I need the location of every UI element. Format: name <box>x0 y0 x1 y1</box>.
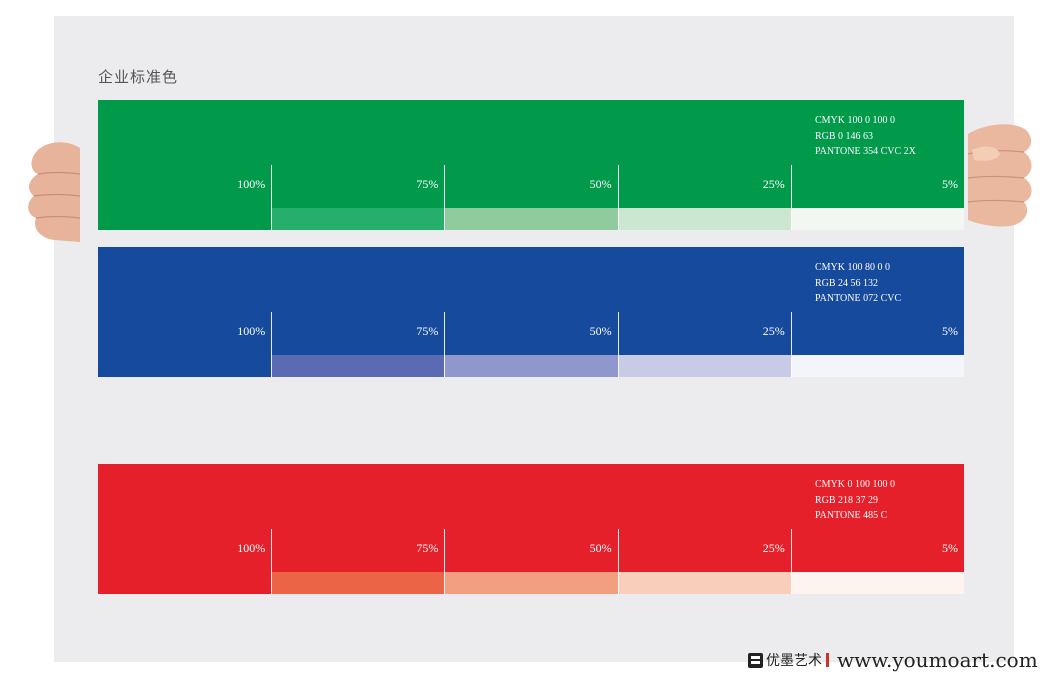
tint-swatch <box>444 208 618 230</box>
watermark: 优墨艺术 www.youmoart.com <box>748 648 1038 672</box>
palette-main-swatch <box>98 464 964 572</box>
tint-percent-label: 75% <box>416 324 439 338</box>
tint-percent-label: 25% <box>762 177 785 191</box>
color-spec-line: CMYK 100 80 0 0 <box>815 262 891 273</box>
color-spec-line: PANTONE 485 C <box>815 510 888 521</box>
tint-swatch <box>790 572 964 594</box>
color-spec-line: RGB 0 146 63 <box>815 130 874 142</box>
tint-percent-label: 50% <box>589 324 612 338</box>
tint-swatch <box>444 572 618 594</box>
tint-percent-label: 5% <box>942 541 958 555</box>
column-divider <box>271 529 273 594</box>
color-spec-text: CMYK 100 80 0 0 RGB 24 56 132 PANTONE 072 … <box>815 260 901 307</box>
column-divider <box>790 529 792 594</box>
tint-percent-label: 75% <box>416 177 439 191</box>
watermark-url: www.youmoart.com <box>837 648 1038 672</box>
column-divider <box>617 312 619 377</box>
tint-swatch <box>790 355 964 377</box>
palette-main-swatch <box>98 247 964 355</box>
tint-swatch <box>98 355 272 377</box>
color-spec-line: PANTONE 354 CVC 2X <box>815 146 916 157</box>
tint-strip <box>98 208 964 230</box>
tint-swatch <box>617 208 791 230</box>
tint-percent-label: 25% <box>762 324 785 338</box>
column-divider <box>617 529 619 594</box>
tint-strip <box>98 572 964 594</box>
page-heading: 企业标准色 <box>98 68 179 86</box>
color-spec-text: CMYK 100 0 100 0 RGB 0 146 63 PANTONE 354 … <box>815 113 916 160</box>
watermark-brand: 优墨艺术 <box>766 653 822 669</box>
color-spec-line: CMYK 100 0 100 0 <box>815 115 896 126</box>
column-divider <box>271 165 273 230</box>
tint-swatch <box>617 355 791 377</box>
tint-percent-label: 5% <box>942 324 958 338</box>
tint-percent-label: 75% <box>416 541 439 555</box>
palette-red: CMYK 0 100 100 0 RGB 218 37 29 PANTONE 485… <box>98 464 964 594</box>
right-hand-image <box>968 124 1032 227</box>
palette-green: CMYK 100 0 100 0 RGB 0 146 63 PANTONE 354 … <box>98 100 964 230</box>
tint-percent-label: 25% <box>762 541 785 555</box>
tint-percent-label: 50% <box>589 541 612 555</box>
tint-swatch <box>271 572 445 594</box>
tint-swatch <box>790 208 964 230</box>
column-divider <box>790 312 792 377</box>
watermark-logo-icon <box>748 652 763 668</box>
tint-swatch <box>98 572 272 594</box>
column-divider <box>444 529 446 594</box>
tint-percent-label: 100% <box>237 324 266 338</box>
tint-swatch <box>444 355 618 377</box>
color-spec-line: PANTONE 072 CVC <box>815 293 902 304</box>
tint-percent-label: 100% <box>237 541 266 555</box>
column-divider <box>617 165 619 230</box>
color-spec-line: RGB 218 37 29 <box>815 494 879 506</box>
tint-swatch <box>271 355 445 377</box>
watermark-seal-icon <box>826 653 829 667</box>
color-spec-text: CMYK 0 100 100 0 RGB 218 37 29 PANTONE 485… <box>815 477 895 524</box>
column-divider <box>790 165 792 230</box>
palette-blue: CMYK 100 80 0 0 RGB 24 56 132 PANTONE 072 … <box>98 247 964 377</box>
tint-percent-label: 5% <box>942 177 958 191</box>
tint-swatch <box>98 208 272 230</box>
left-hand-image <box>28 142 80 242</box>
column-divider <box>444 312 446 377</box>
column-divider <box>444 165 446 230</box>
column-divider <box>271 312 273 377</box>
tint-percent-label: 50% <box>589 177 612 191</box>
tint-strip <box>98 355 964 377</box>
color-spec-line: RGB 24 56 132 <box>815 277 879 289</box>
color-spec-line: CMYK 0 100 100 0 <box>815 479 896 490</box>
tint-percent-label: 100% <box>237 177 266 191</box>
tint-swatch <box>271 208 445 230</box>
palette-main-swatch <box>98 100 964 208</box>
tint-swatch <box>617 572 791 594</box>
